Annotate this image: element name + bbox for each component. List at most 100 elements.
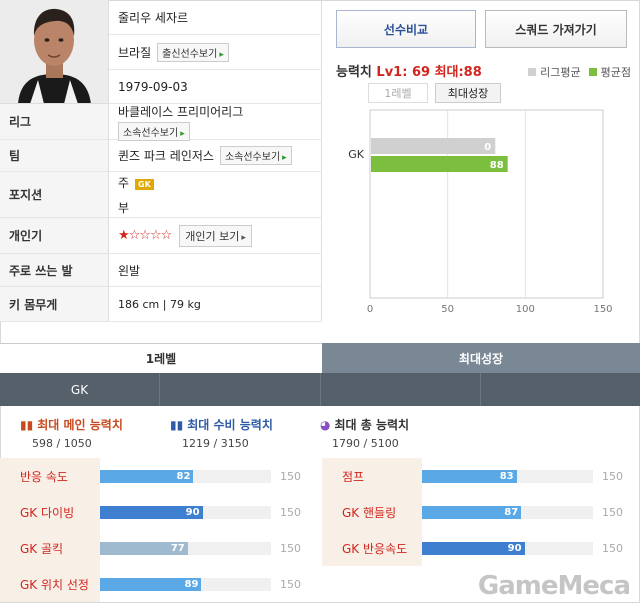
row-birth: 1979-09-03 bbox=[109, 70, 322, 104]
team-players-button-label: 소속선수보기 bbox=[224, 152, 281, 163]
body-label: 키 몸무게 bbox=[0, 287, 109, 321]
stat-max: 150 bbox=[280, 505, 301, 519]
team-label: 팀 bbox=[0, 140, 109, 171]
stat-bar: 87 bbox=[422, 506, 522, 519]
chart-tick-label: 50 bbox=[441, 304, 454, 315]
category-total-value: 1790 / 5100 bbox=[332, 437, 399, 450]
ability-label: 능력치 bbox=[336, 65, 372, 80]
league-players-button-label: 소속선수보기 bbox=[123, 127, 179, 139]
stat-max: 150 bbox=[280, 469, 301, 483]
chart-tab-max-growth[interactable]: 최대성장 bbox=[435, 83, 501, 103]
compare-players-button[interactable]: 선수비교 bbox=[336, 10, 476, 48]
popularity-label: 개인기 bbox=[0, 218, 109, 253]
ability-panel: 선수비교 스쿼드 가져가기 능력치 Lv1: 69 최대:88 리그평균 평균점… bbox=[323, 0, 639, 322]
position-main-badge: GK bbox=[135, 178, 154, 190]
stat-track: 77 bbox=[100, 542, 271, 555]
stat-row: GK 반응속도 90 150 bbox=[322, 530, 640, 566]
stat-value: 77 bbox=[170, 543, 185, 554]
position-main-prefix: 주 bbox=[118, 175, 130, 190]
league-players-button[interactable]: 소속선수보기 ▸ bbox=[118, 121, 190, 141]
position-label: 포지션 bbox=[0, 172, 109, 217]
chart-bar-avg bbox=[371, 156, 508, 172]
row-team: 팀 퀸즈 파크 레인저스 소속선수보기 ▸ bbox=[0, 140, 322, 172]
category-total-title: 최대 총 능력치 bbox=[334, 418, 410, 432]
category-total: ◕ 최대 총 능력치 1790 / 5100 bbox=[320, 416, 410, 451]
stat-track: 82 bbox=[100, 470, 271, 483]
player-body: 186 cm | 79 kg bbox=[118, 297, 201, 311]
chart-legend: 리그평균 평균점 bbox=[528, 64, 631, 80]
stat-label: GK 골킥 bbox=[0, 530, 100, 566]
chart-tick-label: 150 bbox=[593, 304, 612, 315]
stat-bar: 82 bbox=[100, 470, 194, 483]
ability-summary: 능력치 Lv1: 69 최대:88 bbox=[336, 61, 482, 80]
ability-value: Lv1: 69 최대:88 bbox=[376, 65, 482, 80]
position-tab-gk[interactable]: GK bbox=[0, 373, 160, 406]
row-name: 줄리우 세자르 bbox=[109, 0, 322, 35]
stat-label: GK 위치 선정 bbox=[0, 566, 100, 602]
stat-value: 87 bbox=[504, 507, 519, 518]
player-photo bbox=[0, 0, 109, 104]
position-tab-empty bbox=[321, 373, 481, 406]
foot-label: 주로 쓰는 발 bbox=[0, 254, 109, 286]
stat-value: 82 bbox=[176, 471, 191, 482]
chart-tab-level1[interactable]: 1레벨 bbox=[368, 83, 428, 103]
stat-value: 83 bbox=[499, 471, 514, 482]
category-main: ▮▮ 최대 메인 능력치 598 / 1050 bbox=[20, 416, 123, 451]
arrow-right-icon: ▸ bbox=[219, 49, 224, 60]
arrow-right-icon: ▸ bbox=[241, 232, 246, 243]
player-foot: 왼발 bbox=[118, 263, 141, 278]
stat-row: GK 다이빙 90 150 bbox=[0, 494, 318, 530]
stat-max: 150 bbox=[280, 577, 301, 591]
stat-bar: 89 bbox=[100, 578, 202, 591]
popularity-stars: ★☆☆☆☆ bbox=[118, 228, 172, 243]
stat-max: 150 bbox=[602, 541, 623, 555]
category-main-title: 최대 메인 능력치 bbox=[37, 418, 123, 432]
stat-track: 89 bbox=[100, 578, 271, 591]
chart-tick-label: 0 bbox=[367, 304, 373, 315]
league-label: 리그 bbox=[0, 104, 109, 139]
take-squad-button[interactable]: 스쿼드 가져가기 bbox=[485, 10, 627, 48]
chart-bar-league bbox=[371, 138, 496, 154]
stat-bar: 90 bbox=[100, 506, 203, 519]
row-league: 리그 바클레이스 프리미어리그 소속선수보기 ▸ bbox=[0, 104, 322, 141]
player-league: 바클레이스 프리미어리그 bbox=[118, 104, 244, 119]
row-foot: 주로 쓰는 발 왼발 bbox=[0, 254, 322, 287]
stat-row: 점프 83 150 bbox=[322, 458, 640, 494]
stat-bar: 83 bbox=[422, 470, 517, 483]
category-main-value: 598 / 1050 bbox=[32, 437, 92, 450]
bottom-tabs: 1레벨 최대성장 bbox=[0, 343, 640, 373]
skill-view-button[interactable]: 개인기 보기 ▸ bbox=[179, 224, 252, 247]
position-sub: 부 bbox=[118, 200, 130, 215]
stat-max: 150 bbox=[280, 541, 301, 555]
team-players-button[interactable]: 소속선수보기 ▸ bbox=[219, 146, 292, 165]
category-defense: ▮▮ 최대 수비 능력치 1219 / 3150 bbox=[170, 416, 273, 451]
legend-league-swatch bbox=[528, 68, 537, 76]
stat-row: GK 핸들링 87 150 bbox=[322, 494, 640, 530]
arrow-right-icon: ▸ bbox=[180, 128, 185, 139]
watermark: GameMeca bbox=[477, 571, 631, 601]
stat-row: 반응 속도 82 150 bbox=[0, 458, 318, 494]
stat-max: 150 bbox=[602, 469, 623, 483]
position-tab-empty bbox=[481, 373, 640, 406]
player-profile: 줄리우 세자르 브라질 출신선수보기 ▸ 1979-09-03 리그 바클레이스 … bbox=[0, 0, 322, 322]
player-nation: 브라질 bbox=[118, 45, 152, 60]
row-body: 키 몸무게 186 cm | 79 kg bbox=[0, 287, 322, 322]
nation-players-button-label: 출신선수보기 bbox=[162, 48, 218, 60]
tab-level1[interactable]: 1레벨 bbox=[0, 343, 322, 373]
stat-label: GK 반응속도 bbox=[322, 530, 422, 566]
chart-data-label: 88 bbox=[490, 160, 504, 171]
nation-players-button[interactable]: 출신선수보기 ▸ bbox=[157, 42, 229, 62]
stat-row: GK 위치 선정 89 150 bbox=[0, 566, 318, 602]
player-team: 퀸즈 파크 레인저스 bbox=[118, 149, 214, 163]
stat-label: GK 다이빙 bbox=[0, 494, 100, 530]
chart-data-label: 0 bbox=[484, 142, 491, 153]
stat-row: GK 골킥 77 150 bbox=[0, 530, 318, 566]
bar-chart-icon: ▮▮ bbox=[20, 417, 34, 432]
stat-label: 반응 속도 bbox=[0, 458, 100, 494]
chart-tick-label: 100 bbox=[516, 304, 535, 315]
stat-track: 90 bbox=[100, 506, 271, 519]
stat-value: 90 bbox=[507, 543, 522, 554]
stat-track: 87 bbox=[422, 506, 593, 519]
position-tabs: GK bbox=[0, 373, 640, 406]
tab-max-growth[interactable]: 최대성장 bbox=[322, 343, 640, 373]
